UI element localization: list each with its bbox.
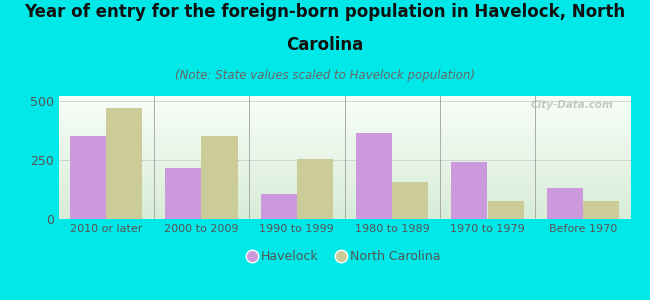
Bar [356,133,392,219]
Bar [165,168,202,219]
Bar [297,159,333,219]
Text: Year of entry for the foreign-born population in Havelock, North: Year of entry for the foreign-born popul… [25,3,625,21]
Bar [70,136,106,219]
Bar [392,182,428,219]
Bar [261,194,297,219]
Bar [451,162,488,219]
Text: (Note: State values scaled to Havelock population): (Note: State values scaled to Havelock p… [175,69,475,82]
Text: City-Data.com: City-Data.com [530,100,614,110]
Legend: Havelock, North Carolina: Havelock, North Carolina [244,245,445,268]
Bar [583,201,619,219]
Bar [202,136,238,219]
Bar [488,201,524,219]
Bar [106,108,142,219]
Bar [547,188,583,219]
Text: Carolina: Carolina [287,36,363,54]
